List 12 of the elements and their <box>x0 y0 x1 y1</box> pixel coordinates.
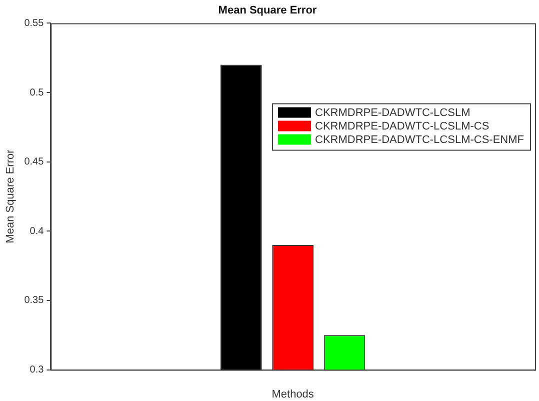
y-tick-label: 0.45 <box>24 156 44 168</box>
y-axis-title: Mean Square Error <box>4 149 17 244</box>
y-tick-label: 0.35 <box>24 295 44 306</box>
y-tick-label: 0.4 <box>30 226 44 237</box>
x-axis-title: Methods <box>272 388 314 400</box>
y-tick-label: 0.3 <box>30 364 44 376</box>
legend-label: CKRMDRPE-DADWTC-LCSLM-CS-ENMF <box>315 134 524 146</box>
legend-label: CKRMDRPE-DADWTC-LCSLM-CS <box>315 120 490 132</box>
chart-title: Mean Square Error <box>218 4 318 17</box>
y-tick-label: 0.55 <box>24 18 44 29</box>
legend-label: CKRMDRPE-DADWTC-LCSLM <box>315 106 470 119</box>
y-tick-label: 0.5 <box>30 87 44 98</box>
